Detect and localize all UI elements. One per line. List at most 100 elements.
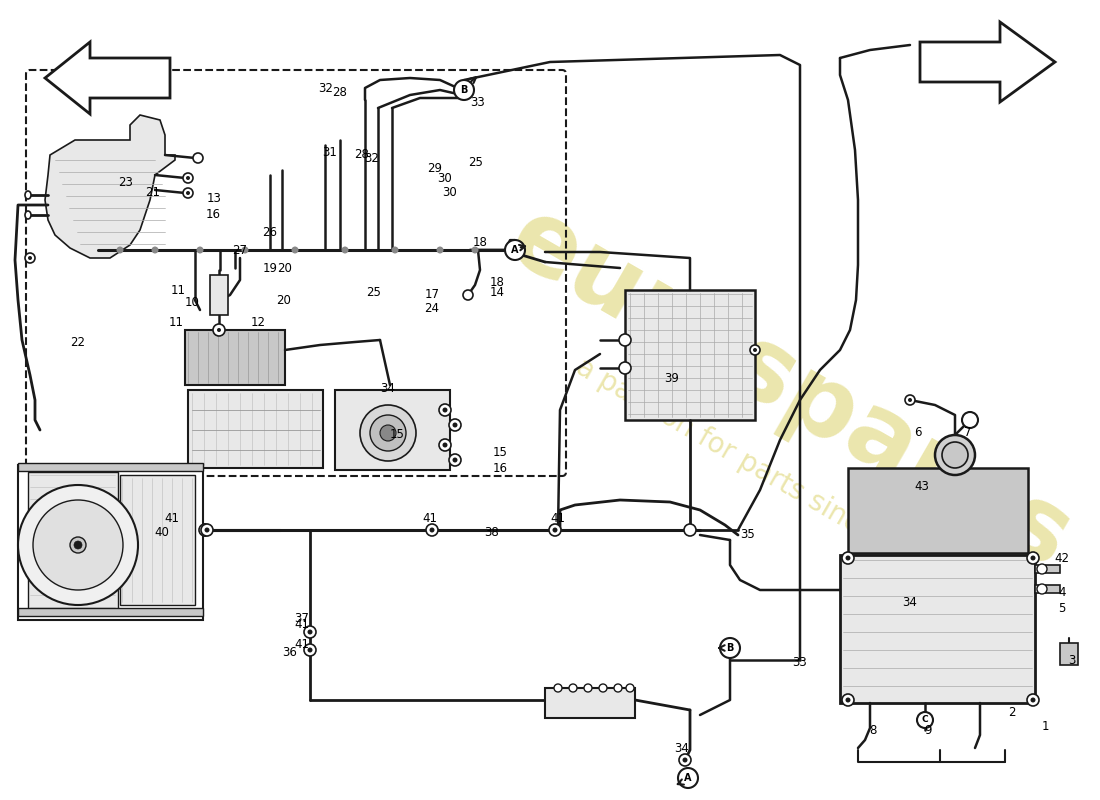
Bar <box>336 390 450 470</box>
Text: 38: 38 <box>485 526 499 539</box>
Circle shape <box>1031 555 1035 561</box>
Text: 23: 23 <box>119 177 133 190</box>
Circle shape <box>842 552 854 564</box>
Text: 29: 29 <box>428 162 442 174</box>
Text: 41: 41 <box>165 511 179 525</box>
Text: 43: 43 <box>914 479 929 493</box>
Circle shape <box>569 684 578 692</box>
Bar <box>1035 565 1060 573</box>
Circle shape <box>304 644 316 656</box>
Bar <box>28 472 118 612</box>
Circle shape <box>449 454 461 466</box>
Circle shape <box>292 246 298 254</box>
Circle shape <box>454 80 474 100</box>
Text: 12: 12 <box>251 315 265 329</box>
Text: 14: 14 <box>490 286 505 299</box>
Text: eurospares: eurospares <box>492 190 1088 590</box>
Text: 18: 18 <box>473 237 487 250</box>
Text: 35: 35 <box>740 529 756 542</box>
Circle shape <box>152 246 158 254</box>
Circle shape <box>935 435 975 475</box>
Text: 28: 28 <box>332 86 348 99</box>
Circle shape <box>463 290 473 300</box>
Circle shape <box>201 524 213 536</box>
Text: 34: 34 <box>381 382 395 394</box>
Circle shape <box>308 630 312 634</box>
Circle shape <box>74 541 82 549</box>
Circle shape <box>1027 694 1040 706</box>
Circle shape <box>905 395 915 405</box>
Text: A: A <box>512 245 519 255</box>
Circle shape <box>552 527 558 533</box>
Circle shape <box>25 253 35 263</box>
Text: 11: 11 <box>168 315 184 329</box>
Bar <box>625 290 755 420</box>
Circle shape <box>754 348 757 352</box>
Circle shape <box>917 712 933 728</box>
Circle shape <box>472 246 478 254</box>
Circle shape <box>842 694 854 706</box>
Text: 4: 4 <box>1058 586 1066 598</box>
Circle shape <box>304 626 316 638</box>
Circle shape <box>1037 564 1047 574</box>
Circle shape <box>626 684 634 692</box>
Text: 17: 17 <box>425 289 440 302</box>
Circle shape <box>186 191 190 195</box>
Circle shape <box>217 328 221 332</box>
Text: 6: 6 <box>914 426 922 438</box>
Text: 39: 39 <box>664 371 680 385</box>
Circle shape <box>679 754 691 766</box>
Bar <box>120 475 195 605</box>
Polygon shape <box>45 42 170 114</box>
Text: 2: 2 <box>1009 706 1015 719</box>
Circle shape <box>942 442 968 468</box>
Text: 27: 27 <box>232 243 248 257</box>
Circle shape <box>439 439 451 451</box>
Circle shape <box>442 407 448 413</box>
Text: A: A <box>684 773 692 783</box>
Circle shape <box>392 246 398 254</box>
Circle shape <box>308 647 312 653</box>
Circle shape <box>439 404 451 416</box>
Text: 26: 26 <box>263 226 277 239</box>
Circle shape <box>554 684 562 692</box>
Bar <box>185 330 285 385</box>
Circle shape <box>449 419 461 431</box>
Text: C: C <box>922 715 928 725</box>
Text: 32: 32 <box>364 151 380 165</box>
Text: 34: 34 <box>674 742 690 754</box>
Circle shape <box>750 345 760 355</box>
Text: 20: 20 <box>277 262 293 274</box>
Circle shape <box>360 405 416 461</box>
Polygon shape <box>45 115 175 258</box>
Text: 13: 13 <box>207 191 221 205</box>
Circle shape <box>199 524 211 536</box>
Text: 34: 34 <box>903 595 917 609</box>
Circle shape <box>1031 698 1035 702</box>
Text: 9: 9 <box>924 723 932 737</box>
Text: 21: 21 <box>145 186 161 198</box>
Circle shape <box>846 555 850 561</box>
Text: 11: 11 <box>170 283 186 297</box>
Circle shape <box>614 684 622 692</box>
Circle shape <box>600 684 607 692</box>
Bar <box>18 608 203 616</box>
Text: 42: 42 <box>1055 551 1069 565</box>
Circle shape <box>370 415 406 451</box>
Text: 40: 40 <box>155 526 169 539</box>
Text: 7: 7 <box>965 426 971 438</box>
Text: 28: 28 <box>354 149 370 162</box>
Circle shape <box>437 246 443 254</box>
Text: 3: 3 <box>1068 654 1076 666</box>
Circle shape <box>183 173 192 183</box>
Circle shape <box>619 334 631 346</box>
Circle shape <box>213 324 226 336</box>
Text: 19: 19 <box>263 262 277 274</box>
Circle shape <box>505 240 525 260</box>
Ellipse shape <box>25 211 31 219</box>
Text: 41: 41 <box>422 511 438 525</box>
Circle shape <box>452 422 458 427</box>
Circle shape <box>242 246 249 254</box>
Circle shape <box>720 638 740 658</box>
Text: 24: 24 <box>425 302 440 314</box>
